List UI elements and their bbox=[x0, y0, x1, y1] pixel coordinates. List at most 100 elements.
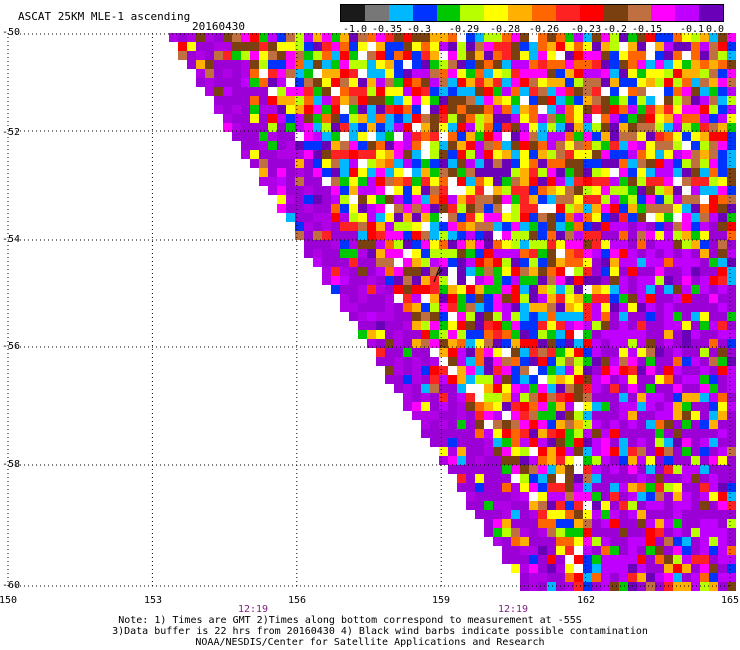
wind-cell bbox=[349, 33, 358, 42]
wind-cell bbox=[484, 168, 493, 177]
wind-cell bbox=[484, 78, 493, 87]
wind-cell bbox=[529, 537, 538, 546]
wind-cell bbox=[403, 150, 412, 159]
wind-cell bbox=[502, 546, 511, 555]
wind-cell bbox=[646, 51, 655, 60]
wind-cell bbox=[448, 366, 457, 375]
wind-cell bbox=[223, 123, 232, 132]
wind-cell bbox=[340, 294, 349, 303]
wind-cell bbox=[673, 546, 682, 555]
wind-cell bbox=[682, 123, 691, 132]
wind-cell bbox=[511, 402, 520, 411]
wind-cell bbox=[457, 393, 466, 402]
color-scale-swatch bbox=[484, 5, 509, 21]
wind-cell bbox=[295, 213, 304, 222]
wind-cell bbox=[511, 303, 520, 312]
wind-cell bbox=[700, 501, 709, 510]
wind-cell bbox=[376, 51, 385, 60]
wind-cell bbox=[601, 42, 610, 51]
wind-cell bbox=[556, 249, 565, 258]
wind-cell bbox=[448, 285, 457, 294]
wind-cell bbox=[646, 573, 655, 582]
wind-cell bbox=[466, 204, 475, 213]
wind-cell bbox=[646, 159, 655, 168]
wind-cell bbox=[475, 510, 484, 519]
wind-cell bbox=[565, 456, 574, 465]
wind-cell bbox=[421, 285, 430, 294]
wind-cell bbox=[394, 285, 403, 294]
wind-cell bbox=[610, 105, 619, 114]
wind-cell bbox=[691, 267, 700, 276]
wind-cell bbox=[178, 33, 187, 42]
wind-cell bbox=[547, 249, 556, 258]
wind-cell bbox=[664, 150, 673, 159]
wind-cell bbox=[574, 51, 583, 60]
wind-cell bbox=[295, 51, 304, 60]
wind-cell bbox=[592, 105, 601, 114]
wind-cell bbox=[412, 240, 421, 249]
wind-cell bbox=[457, 330, 466, 339]
wind-cell bbox=[457, 186, 466, 195]
wind-cell bbox=[682, 141, 691, 150]
wind-cell bbox=[439, 231, 448, 240]
wind-cell bbox=[340, 123, 349, 132]
wind-cell bbox=[673, 213, 682, 222]
wind-cell bbox=[403, 42, 412, 51]
wind-cell bbox=[628, 366, 637, 375]
wind-cell bbox=[340, 114, 349, 123]
wind-cell bbox=[655, 573, 664, 582]
wind-cell bbox=[556, 159, 565, 168]
wind-cell bbox=[385, 294, 394, 303]
wind-cell bbox=[259, 141, 268, 150]
wind-cell bbox=[403, 339, 412, 348]
wind-cell bbox=[475, 501, 484, 510]
wind-cell bbox=[367, 249, 376, 258]
wind-cell bbox=[610, 402, 619, 411]
wind-cell bbox=[421, 222, 430, 231]
wind-cell bbox=[655, 258, 664, 267]
wind-cell bbox=[412, 393, 421, 402]
wind-cell bbox=[286, 60, 295, 69]
wind-cell bbox=[412, 87, 421, 96]
wind-cell bbox=[475, 429, 484, 438]
wind-cell bbox=[727, 114, 736, 123]
wind-cell bbox=[718, 330, 727, 339]
wind-cell bbox=[673, 366, 682, 375]
wind-cell bbox=[610, 177, 619, 186]
wind-cell bbox=[691, 276, 700, 285]
wind-cell bbox=[592, 213, 601, 222]
wind-cell bbox=[259, 96, 268, 105]
wind-cell bbox=[502, 384, 511, 393]
wind-cell bbox=[628, 150, 637, 159]
wind-cell bbox=[547, 366, 556, 375]
wind-cell bbox=[682, 402, 691, 411]
wind-cell bbox=[610, 186, 619, 195]
wind-cell bbox=[628, 564, 637, 573]
wind-cell bbox=[394, 123, 403, 132]
wind-cell bbox=[214, 69, 223, 78]
wind-cell bbox=[421, 141, 430, 150]
wind-cell bbox=[268, 159, 277, 168]
wind-cell bbox=[502, 159, 511, 168]
wind-cell bbox=[709, 447, 718, 456]
wind-cell bbox=[412, 348, 421, 357]
wind-cell bbox=[637, 69, 646, 78]
wind-cell bbox=[277, 195, 286, 204]
wind-cell bbox=[511, 330, 520, 339]
wind-cell bbox=[682, 555, 691, 564]
wind-cell bbox=[682, 375, 691, 384]
wind-cell bbox=[520, 348, 529, 357]
wind-cell bbox=[547, 51, 556, 60]
wind-cell bbox=[520, 213, 529, 222]
wind-cell bbox=[691, 33, 700, 42]
wind-cell bbox=[457, 483, 466, 492]
wind-cell bbox=[484, 42, 493, 51]
wind-cell bbox=[547, 186, 556, 195]
wind-cell bbox=[403, 123, 412, 132]
wind-cell bbox=[709, 510, 718, 519]
wind-cell bbox=[502, 438, 511, 447]
wind-cell bbox=[421, 267, 430, 276]
wind-cell bbox=[439, 384, 448, 393]
wind-cell bbox=[340, 249, 349, 258]
wind-cell bbox=[358, 294, 367, 303]
